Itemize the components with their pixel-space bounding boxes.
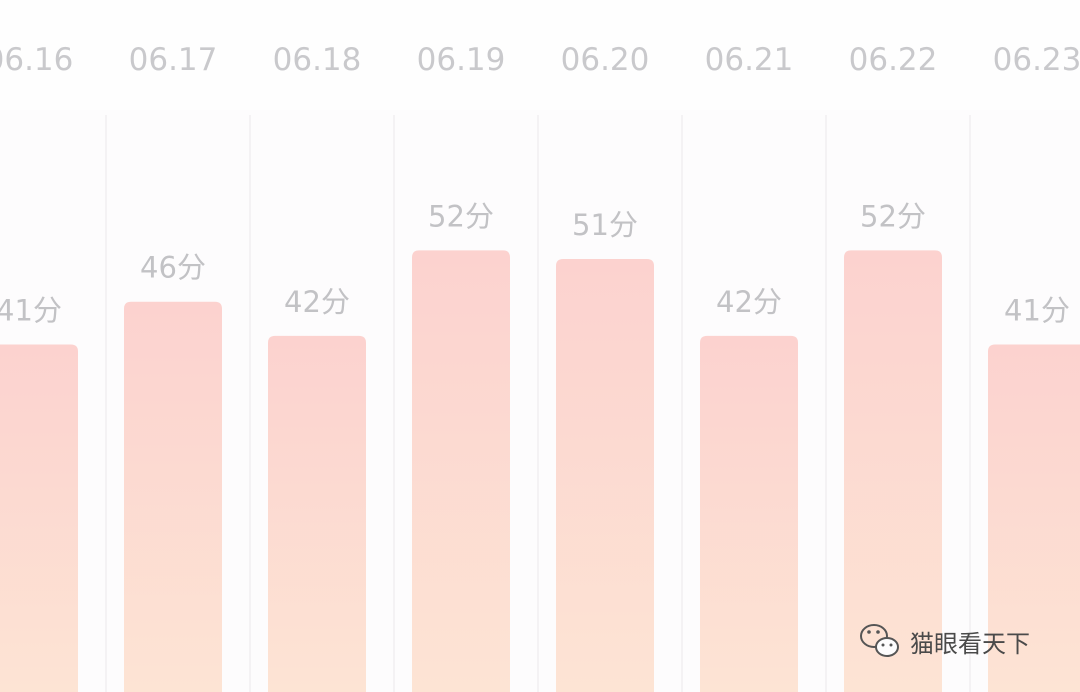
x-tick-label: 06.23 (993, 42, 1080, 78)
watermark-icon (860, 624, 899, 657)
x-tick-label: 06.16 (0, 42, 73, 78)
value-label: 41分 (1004, 293, 1070, 327)
bar (412, 250, 510, 692)
value-label: 51分 (572, 208, 638, 242)
bar (700, 335, 798, 692)
x-tick-label: 06.22 (849, 42, 938, 78)
bar (556, 258, 654, 692)
plot: 06.16 41分 06.17 46分 06.18 42分 06.19 52分 06.20 51分… (0, 42, 1080, 692)
bar (844, 250, 942, 692)
bar (268, 335, 366, 692)
bar (0, 344, 78, 692)
value-label: 41分 (0, 293, 62, 327)
value-label: 42分 (284, 285, 350, 319)
x-tick-label: 06.17 (129, 42, 218, 78)
value-label: 46分 (140, 251, 206, 285)
bar (988, 344, 1080, 692)
bar (124, 301, 222, 692)
value-label: 52分 (860, 199, 926, 233)
value-label: 42分 (716, 285, 782, 319)
x-tick-label: 06.18 (273, 42, 362, 78)
x-tick-label: 06.19 (417, 42, 506, 78)
header-band (0, 0, 1080, 110)
x-tick-label: 06.20 (561, 42, 650, 78)
watermark: 猫眼看天下 (910, 630, 1030, 658)
x-tick-label: 06.21 (705, 42, 794, 78)
value-label: 52分 (428, 199, 494, 233)
